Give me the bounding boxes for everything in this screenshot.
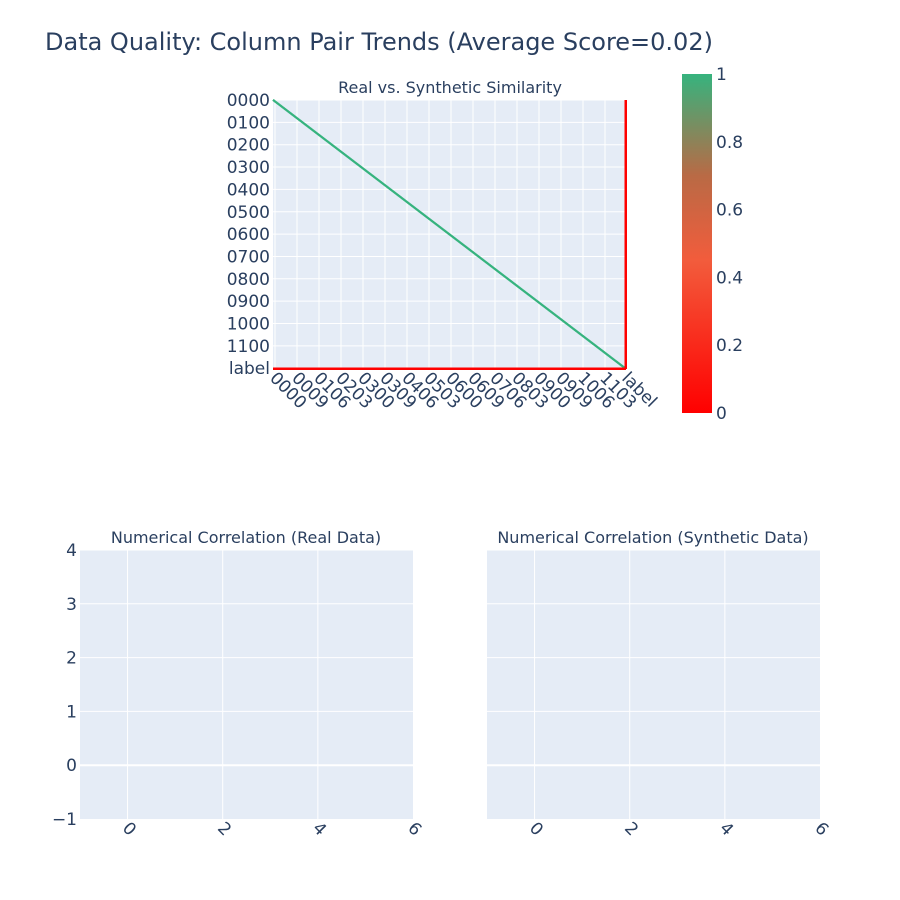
synthetic-x-tick-label: 4 [715, 818, 737, 840]
colorbar: 0 0.2 0.4 0.6 0.8 1 [682, 65, 743, 424]
real-y-tick-label: 0 [66, 756, 77, 776]
colorbar-tick-label: 0 [716, 404, 727, 424]
real-correlation-title: Numerical Correlation (Real Data) [111, 528, 381, 547]
similarity-y-tick-label: 0900 [227, 292, 270, 312]
similarity-label-row [273, 367, 626, 370]
similarity-diagonal-cells [272, 99, 627, 370]
synthetic-gridlines [487, 549, 820, 819]
colorbar-tick-label: 0.6 [716, 201, 743, 221]
synthetic-correlation-heatmap: Numerical Correlation (Synthetic Data) 0… [487, 528, 832, 840]
synthetic-plot-area [487, 550, 820, 819]
similarity-y-tick-label: 1100 [227, 337, 270, 357]
similarity-y-tick-label: 1000 [227, 315, 270, 335]
similarity-label-column [624, 100, 627, 369]
similarity-y-tick-label: 0200 [227, 136, 270, 156]
real-x-tick-label: 6 [403, 818, 425, 840]
real-correlation-heatmap: Numerical Correlation (Real Data) 4 3 2 1 0 −… [52, 528, 425, 840]
real-y-tick-label: −1 [52, 810, 77, 830]
colorbar-tick-label: 0.8 [716, 133, 743, 153]
synthetic-x-tick-label: 0 [525, 818, 547, 840]
similarity-y-tick-label: 0500 [227, 203, 270, 223]
synthetic-x-tick-label: 2 [620, 818, 642, 840]
similarity-y-tick-label: 0800 [227, 270, 270, 290]
synthetic-correlation-title: Numerical Correlation (Synthetic Data) [497, 528, 808, 547]
similarity-x-ticks: 0000000901060203030003090406050306000609… [265, 368, 660, 413]
real-x-tick-label: 4 [308, 818, 330, 840]
similarity-y-tick-label: 0300 [227, 158, 270, 178]
real-plot-area [80, 550, 413, 819]
real-y-ticks: 4 3 2 1 0 −1 [52, 541, 77, 830]
similarity-y-tick-label: 0600 [227, 225, 270, 245]
real-gridlines [80, 549, 413, 819]
figure-title: Data Quality: Column Pair Trends (Averag… [45, 28, 713, 56]
colorbar-gradient [682, 74, 712, 413]
real-x-tick-label: 0 [118, 818, 140, 840]
colorbar-tick-label: 0.2 [716, 336, 743, 356]
real-y-tick-label: 4 [66, 541, 77, 561]
real-y-tick-label: 1 [66, 702, 77, 722]
real-x-tick-label: 2 [213, 818, 235, 840]
real-y-tick-label: 2 [66, 649, 77, 669]
similarity-y-tick-label: 0000 [227, 91, 270, 111]
similarity-gridlines [273, 99, 628, 369]
colorbar-tick-label: 1 [716, 65, 727, 85]
synthetic-x-tick-label: 6 [810, 818, 832, 840]
real-y-tick-label: 3 [66, 595, 77, 615]
real-x-ticks: 0 2 4 6 [118, 818, 425, 840]
colorbar-ticks: 0 0.2 0.4 0.6 0.8 1 [716, 65, 743, 424]
similarity-y-tick-label: 0400 [227, 180, 270, 200]
similarity-y-tick-label: 0100 [227, 113, 270, 133]
similarity-cells [272, 99, 627, 370]
similarity-heatmap-title: Real vs. Synthetic Similarity [338, 78, 562, 97]
synthetic-x-ticks: 0 2 4 6 [525, 818, 832, 840]
similarity-y-tick-label: 0700 [227, 247, 270, 267]
colorbar-tick-label: 0.4 [716, 268, 743, 288]
similarity-y-tick-label: label [229, 359, 270, 379]
